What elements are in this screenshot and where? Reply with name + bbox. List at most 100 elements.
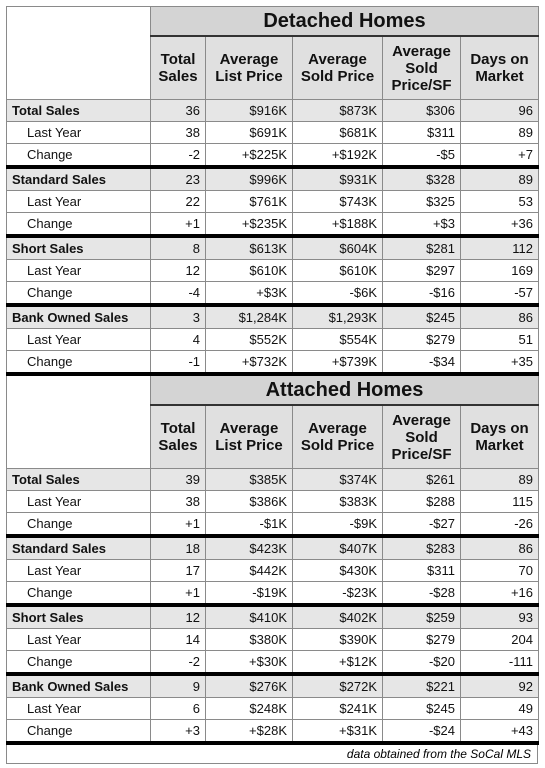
cell-value: $681K xyxy=(292,121,383,144)
cell-value: +16 xyxy=(460,581,539,607)
sub-row: Change -1 +$732K +$739K -$34 +35 xyxy=(6,350,539,376)
group-row: Bank Owned Sales 9 $276K $272K $221 92 xyxy=(6,673,539,698)
sub-row: Change +1 +$235K +$188K +$3 +36 xyxy=(6,212,539,238)
cell-value: +35 xyxy=(460,350,539,376)
sub-row: Last Year 6 $248K $241K $245 49 xyxy=(6,697,539,720)
cell-value: -$24 xyxy=(382,719,461,745)
row-label: Change xyxy=(6,581,151,607)
cell-value: $259 xyxy=(382,604,461,629)
row-label: Change xyxy=(6,719,151,745)
section-title-row: Detached Homes xyxy=(6,6,539,100)
cell-value: $996K xyxy=(205,166,293,191)
cell-value: +$28K xyxy=(205,719,293,745)
cell-value: 93 xyxy=(460,604,539,629)
cell-value: 3 xyxy=(150,304,206,329)
cell-value: -$34 xyxy=(382,350,461,376)
cell-value: $552K xyxy=(205,328,293,351)
sub-row: Change -2 +$225K +$192K -$5 +7 xyxy=(6,143,539,169)
cell-value: +43 xyxy=(460,719,539,745)
cell-value: $610K xyxy=(205,259,293,282)
cell-value: $328 xyxy=(382,166,461,191)
cell-value: $306 xyxy=(382,99,461,122)
cell-value: 4 xyxy=(150,328,206,351)
cell-value: 38 xyxy=(150,490,206,513)
cell-value: +1 xyxy=(150,212,206,238)
sub-row: Last Year 38 $691K $681K $311 89 xyxy=(6,121,539,144)
sales-table: Detached Homes Total Sales Average List Pr… xyxy=(6,6,539,745)
row-label: Change xyxy=(6,212,151,238)
row-label: Last Year xyxy=(6,490,151,513)
column-header: Days on Market xyxy=(460,35,539,100)
cell-value: 8 xyxy=(150,235,206,260)
row-label: Total Sales xyxy=(6,99,151,122)
cell-value: -57 xyxy=(460,281,539,307)
cell-value: +1 xyxy=(150,512,206,538)
column-header: Average Sold Price xyxy=(292,404,383,469)
cell-value: 38 xyxy=(150,121,206,144)
cell-value: +$3K xyxy=(205,281,293,307)
cell-value: $311 xyxy=(382,121,461,144)
cell-value: $380K xyxy=(205,628,293,651)
cell-value: -111 xyxy=(460,650,539,676)
cell-value: $272K xyxy=(292,673,383,698)
cell-value: 169 xyxy=(460,259,539,282)
column-header: Average Sold Price/SF xyxy=(382,35,461,100)
group-row: Standard Sales 18 $423K $407K $283 86 xyxy=(6,535,539,560)
cell-value: $279 xyxy=(382,628,461,651)
cell-value: $311 xyxy=(382,559,461,582)
cell-value: $279 xyxy=(382,328,461,351)
cell-value: 51 xyxy=(460,328,539,351)
cell-value: 89 xyxy=(460,166,539,191)
cell-value: $386K xyxy=(205,490,293,513)
cell-value: -$28 xyxy=(382,581,461,607)
cell-value: $374K xyxy=(292,468,383,491)
blank-cell xyxy=(6,6,151,100)
row-label: Change xyxy=(6,143,151,169)
cell-value: $390K xyxy=(292,628,383,651)
cell-value: 115 xyxy=(460,490,539,513)
cell-value: 12 xyxy=(150,259,206,282)
cell-value: $873K xyxy=(292,99,383,122)
cell-value: +$732K xyxy=(205,350,293,376)
cell-value: 14 xyxy=(150,628,206,651)
cell-value: -$16 xyxy=(382,281,461,307)
row-label: Last Year xyxy=(6,259,151,282)
cell-value: 89 xyxy=(460,121,539,144)
cell-value: $383K xyxy=(292,490,383,513)
cell-value: 204 xyxy=(460,628,539,651)
cell-value: $248K xyxy=(205,697,293,720)
cell-value: $221 xyxy=(382,673,461,698)
cell-value: $402K xyxy=(292,604,383,629)
cell-value: $931K xyxy=(292,166,383,191)
cell-value: +$31K xyxy=(292,719,383,745)
cell-value: 9 xyxy=(150,673,206,698)
cell-value: 12 xyxy=(150,604,206,629)
column-header: Days on Market xyxy=(460,404,539,469)
cell-value: 89 xyxy=(460,468,539,491)
group-row: Short Sales 8 $613K $604K $281 112 xyxy=(6,235,539,260)
cell-value: 86 xyxy=(460,535,539,560)
cell-value: -$1K xyxy=(205,512,293,538)
sub-row: Last Year 38 $386K $383K $288 115 xyxy=(6,490,539,513)
row-label: Bank Owned Sales xyxy=(6,673,151,698)
cell-value: 86 xyxy=(460,304,539,329)
cell-value: 53 xyxy=(460,190,539,213)
cell-value: $281 xyxy=(382,235,461,260)
cell-value: -$20 xyxy=(382,650,461,676)
cell-value: -2 xyxy=(150,650,206,676)
column-header: Total Sales xyxy=(150,35,206,100)
cell-value: $385K xyxy=(205,468,293,491)
row-label: Bank Owned Sales xyxy=(6,304,151,329)
cell-value: +36 xyxy=(460,212,539,238)
row-label: Standard Sales xyxy=(6,166,151,191)
cell-value: $423K xyxy=(205,535,293,560)
cell-value: $613K xyxy=(205,235,293,260)
cell-value: +$225K xyxy=(205,143,293,169)
column-header: Average Sold Price xyxy=(292,35,383,100)
group-row: Total Sales 36 $916K $873K $306 96 xyxy=(6,99,539,122)
sub-row: Change +1 -$1K -$9K -$27 -26 xyxy=(6,512,539,538)
cell-value: $916K xyxy=(205,99,293,122)
cell-value: 96 xyxy=(460,99,539,122)
group-row: Standard Sales 23 $996K $931K $328 89 xyxy=(6,166,539,191)
cell-value: -4 xyxy=(150,281,206,307)
